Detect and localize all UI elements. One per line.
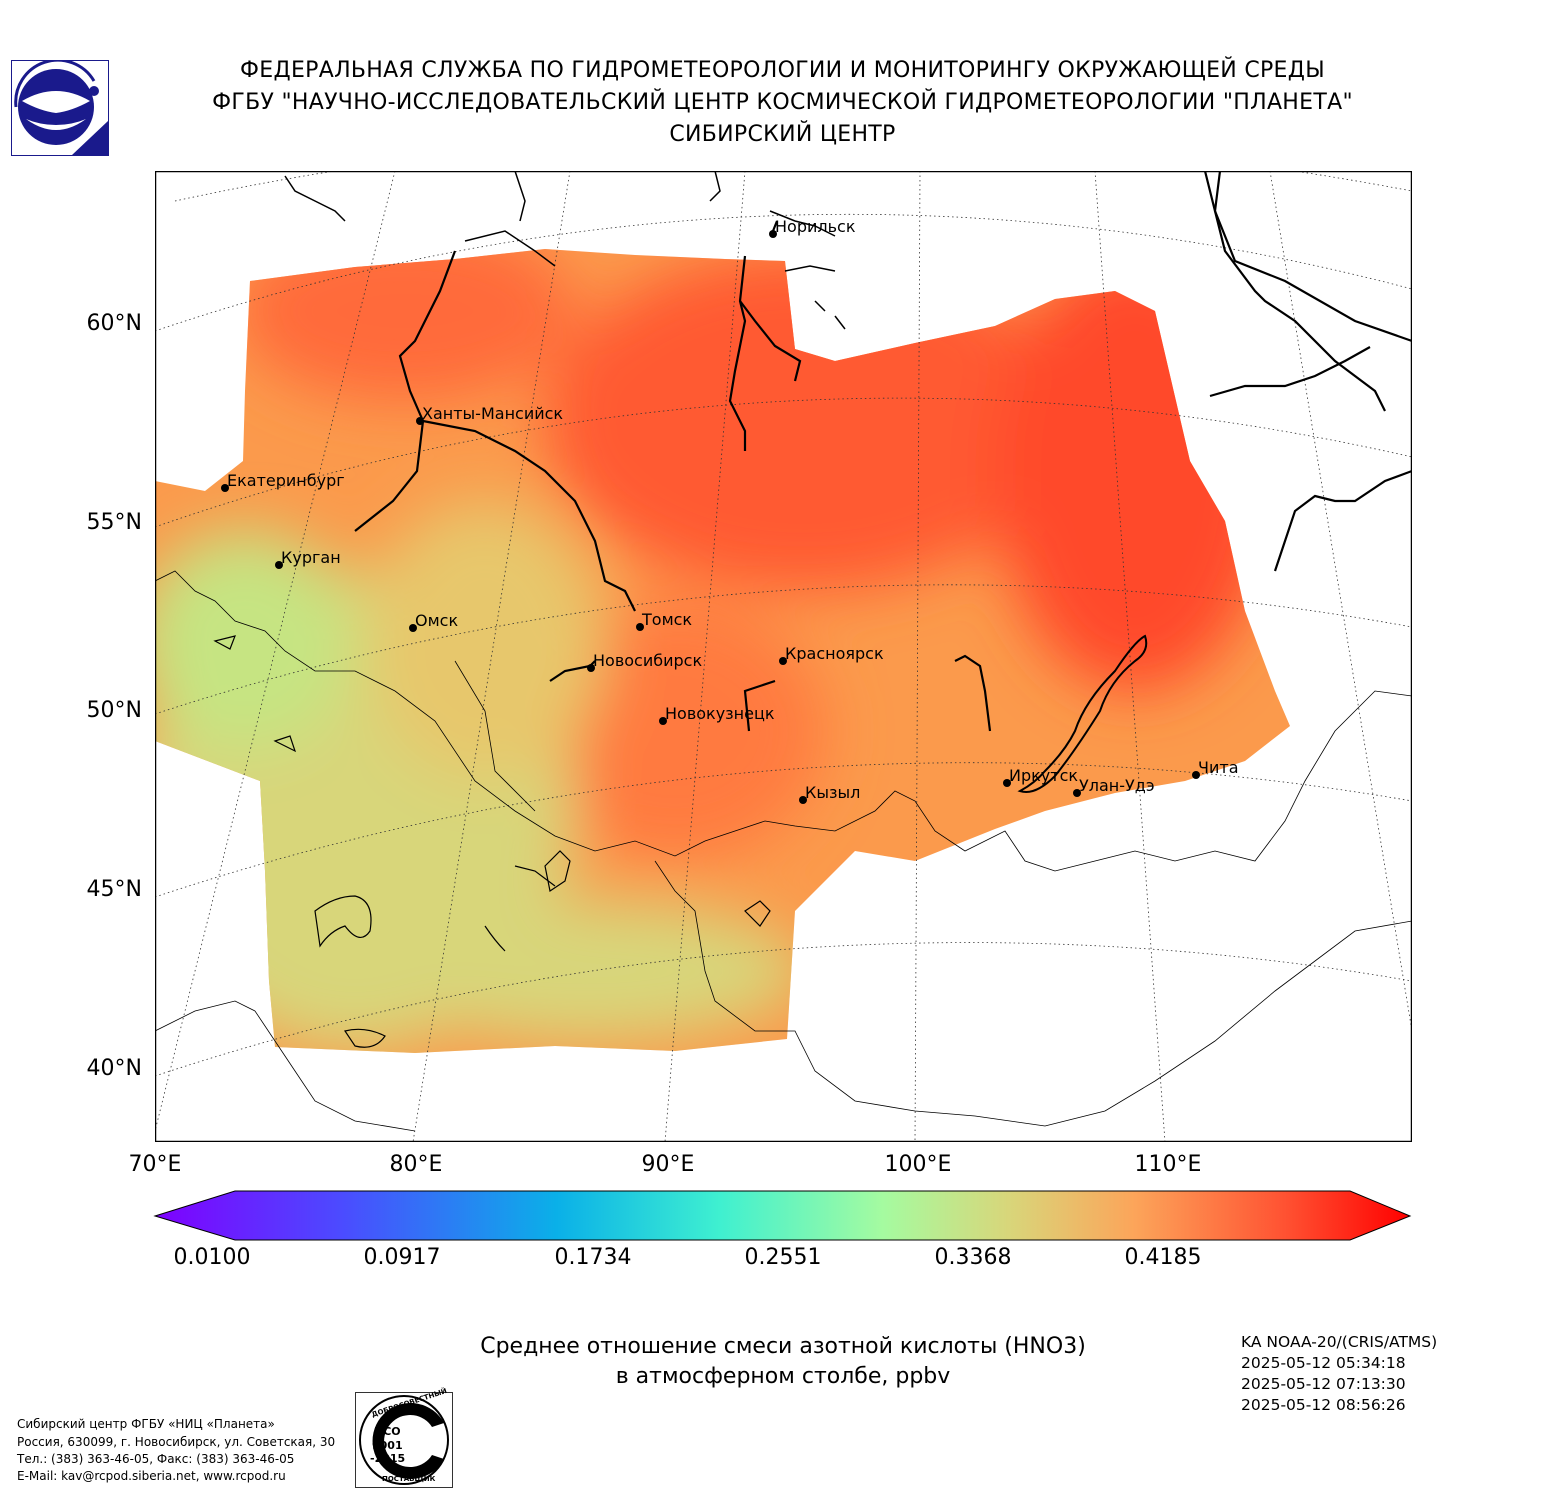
footer-line-4: E-Mail: kav@rcpod.siberia.net, www.rcpod… <box>17 1469 286 1483</box>
city-marker <box>636 623 644 631</box>
colorbar-tick-2: 0.0917 <box>363 1245 441 1270</box>
lat-label-45: 45°N <box>86 877 142 902</box>
cities: Норильск Ханты-Мансийск Екатеринбург Курган… <box>221 217 1239 804</box>
city-label: Красноярск <box>785 644 884 663</box>
lake-baikal <box>1017 634 1148 793</box>
lat-label-50: 50°N <box>86 698 142 723</box>
city-marker <box>275 561 283 569</box>
city-marker <box>769 230 777 238</box>
city-marker <box>409 624 417 632</box>
city-label: Омск <box>415 611 458 630</box>
planeta-logo-icon <box>14 58 108 155</box>
city-marker <box>587 664 595 672</box>
lat-label-40: 40°N <box>86 1056 142 1081</box>
iso-year: -2015 <box>370 1452 406 1465</box>
lon-label-110: 110°E <box>1134 1152 1202 1177</box>
city-label: Новосибирск <box>593 651 702 670</box>
city-label: Иркутск <box>1009 766 1078 785</box>
iso-badge-icon <box>359 1395 449 1485</box>
city-marker <box>799 796 807 804</box>
footer-line-1: Сибирский центр ФГБУ «НИЦ «Планета» <box>17 1417 275 1431</box>
colorbar-tick-6: 0.4185 <box>1124 1245 1202 1270</box>
colorbar <box>153 1190 1412 1241</box>
city-label: Новокузнецк <box>665 704 775 723</box>
city-label: Норильск <box>775 217 856 236</box>
map-canvas: Норильск Ханты-Мансийск Екатеринбург Курган… <box>155 171 1412 1142</box>
city-label: Курган <box>281 548 341 567</box>
city-marker <box>221 484 229 492</box>
iso-text: ИСО <box>374 1425 401 1438</box>
colorbar-tick-4: 0.2551 <box>744 1245 822 1270</box>
country-borders <box>155 570 1412 1132</box>
city-label: Екатеринбург <box>227 471 345 490</box>
city-label: Улан-Удэ <box>1079 776 1155 795</box>
lon-label-90: 90°E <box>641 1152 695 1177</box>
coastline <box>284 171 846 330</box>
city-label: Кызыл <box>805 783 860 802</box>
iso-number: 9001 <box>372 1439 403 1452</box>
city-label: Чита <box>1198 758 1239 777</box>
footer-line-2: Россия, 630099, г. Новосибирск, ул. Сове… <box>17 1435 336 1449</box>
lat-label-55: 55°N <box>86 510 142 535</box>
lon-label-100: 100°E <box>884 1152 952 1177</box>
colorbar-tick-5: 0.3368 <box>934 1245 1012 1270</box>
city-label: Томск <box>641 610 692 629</box>
city-marker <box>779 657 787 665</box>
satellite-time-1: 2025-05-12 05:34:18 <box>1241 1354 1406 1372</box>
satellite-time-3: 2025-05-12 08:56:26 <box>1241 1396 1406 1414</box>
city-label: Ханты-Мансийск <box>422 404 563 423</box>
caption-line-1: Среднее отношение смеси азотной кислоты … <box>480 1334 1086 1359</box>
satellite-time-2: 2025-05-12 07:13:30 <box>1241 1375 1406 1393</box>
map-area: Норильск Ханты-Мансийск Екатеринбург Курган… <box>155 171 1412 1142</box>
city-marker <box>1073 789 1081 797</box>
lon-label-80: 80°E <box>389 1152 443 1177</box>
lon-label-70: 70°E <box>128 1152 182 1177</box>
rivers <box>354 171 1412 732</box>
planeta-logo <box>11 58 109 156</box>
iso-bottom-text: ПОСТАВЩИК <box>382 1475 436 1483</box>
hno3-field <box>155 249 1290 1053</box>
colorbar-tick-1: 0.0100 <box>173 1245 251 1270</box>
header-line-3: СИБИРСКИЙ ЦЕНТР <box>669 122 896 147</box>
satellite-name: KA NOAA-20/(CRIS/ATMS) <box>1241 1333 1438 1351</box>
graticule <box>155 171 1412 1142</box>
city-marker <box>1003 779 1011 787</box>
city-marker <box>1192 771 1200 779</box>
city-marker <box>416 417 424 425</box>
header-line-2: ФГБУ "НАУЧНО-ИССЛЕДОВАТЕЛЬСКИЙ ЦЕНТР КОС… <box>212 90 1353 115</box>
header-line-1: ФЕДЕРАЛЬНАЯ СЛУЖБА ПО ГИДРОМЕТЕОРОЛОГИИ … <box>240 58 1325 83</box>
city-marker <box>659 717 667 725</box>
iso-badge: ДОБРОСОВЕСТНЫЙ ИСО 9001 -2015 ПОСТАВЩИК <box>355 1387 453 1488</box>
caption-line-2: в атмосферном столбе, ppbv <box>615 1364 951 1389</box>
colorbar-tick-3: 0.1734 <box>554 1245 632 1270</box>
footer-line-3: Тел.: (383) 363-46-05, Факс: (383) 363-4… <box>17 1452 295 1466</box>
lat-label-60: 60°N <box>86 311 142 336</box>
lakes <box>213 635 771 1048</box>
